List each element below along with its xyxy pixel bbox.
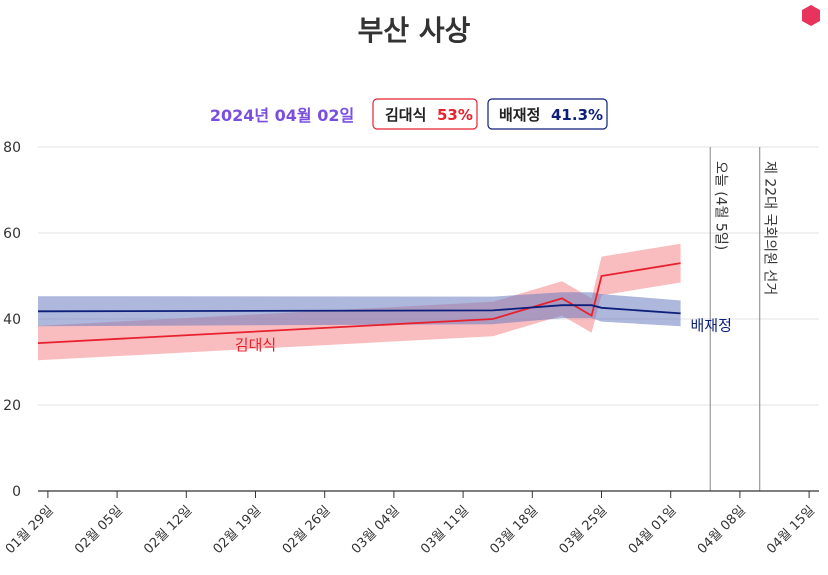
x-tick-label-5: 03월 04일 <box>349 503 403 557</box>
x-tick-label-7: 03월 18일 <box>487 503 541 557</box>
series-lines <box>37 262 681 344</box>
legend-name-series-1: 배재정 <box>499 106 540 124</box>
legend-date: 2024년 04월 02일 <box>210 106 354 125</box>
marker-label-1: 제 22대 국회의원 선거 <box>762 161 778 295</box>
y-tick-label-3: 60 <box>3 226 21 242</box>
series-label-1: 배재정 <box>690 316 731 334</box>
marker-label-0: 오늘 (4월 5일) <box>712 161 728 250</box>
line-series-0 <box>37 262 681 344</box>
legend-name-series-0: 김대식 <box>385 106 426 124</box>
y-tick-label-4: 80 <box>3 140 21 156</box>
series-label-0: 김대식 <box>235 336 276 354</box>
x-tick-label-10: 04월 08일 <box>695 503 749 557</box>
series-labels: 김대식 배재정 <box>235 316 732 353</box>
y-tick-label-0: 0 <box>12 484 21 500</box>
x-tick-label-9: 04월 01일 <box>626 503 680 557</box>
line-series-1 <box>37 304 681 315</box>
hexagon-icon[interactable] <box>802 5 820 26</box>
x-tick-label-8: 03월 25일 <box>556 503 610 557</box>
legend-box-series-1 <box>487 98 608 130</box>
confidence-bands <box>38 243 681 361</box>
vertical-markers: 오늘 (4월 5일) 제 22대 국회의원 선거 <box>709 147 778 491</box>
legend-value-series-0: 53% <box>437 106 473 124</box>
legend-value-series-1: 41.3% <box>551 106 603 124</box>
chart-title: 부산 사상 <box>358 14 471 47</box>
y-tick-label-2: 40 <box>3 312 21 328</box>
x-tick-label-11: 04월 15일 <box>764 503 818 557</box>
x-tick-label-6: 03월 11일 <box>418 503 472 557</box>
x-tick-label-3: 02월 19일 <box>210 503 264 557</box>
x-tick-label-1: 02월 05일 <box>72 503 126 557</box>
band-series-0 <box>38 243 681 361</box>
x-tick-label-4: 02월 26일 <box>280 503 334 557</box>
x-tick-label-0: 01월 29일 <box>3 503 57 557</box>
grid <box>38 146 819 406</box>
x-tick-label-2: 02월 12일 <box>141 503 195 557</box>
y-tick-label-1: 20 <box>3 398 21 414</box>
band-series-1 <box>38 292 681 327</box>
legend-box-series-0 <box>372 98 478 130</box>
